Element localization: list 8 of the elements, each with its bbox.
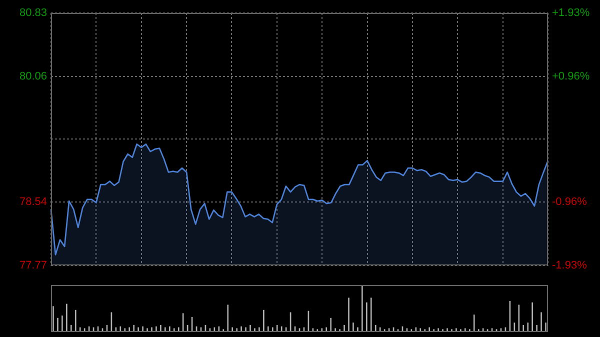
y2-tick-label: -1.93% <box>552 259 588 272</box>
y2-tick-label: +0.96% <box>552 70 590 82</box>
y-tick-label: 78.54 <box>19 196 47 208</box>
y-tick-label: 77.77 <box>19 259 47 272</box>
y2-tick-label: -0.96% <box>552 196 588 208</box>
y-tick-label: 80.06 <box>19 70 47 83</box>
y-tick-label: 80.83 <box>19 7 47 20</box>
y2-tick-label: +1.93% <box>552 7 590 20</box>
